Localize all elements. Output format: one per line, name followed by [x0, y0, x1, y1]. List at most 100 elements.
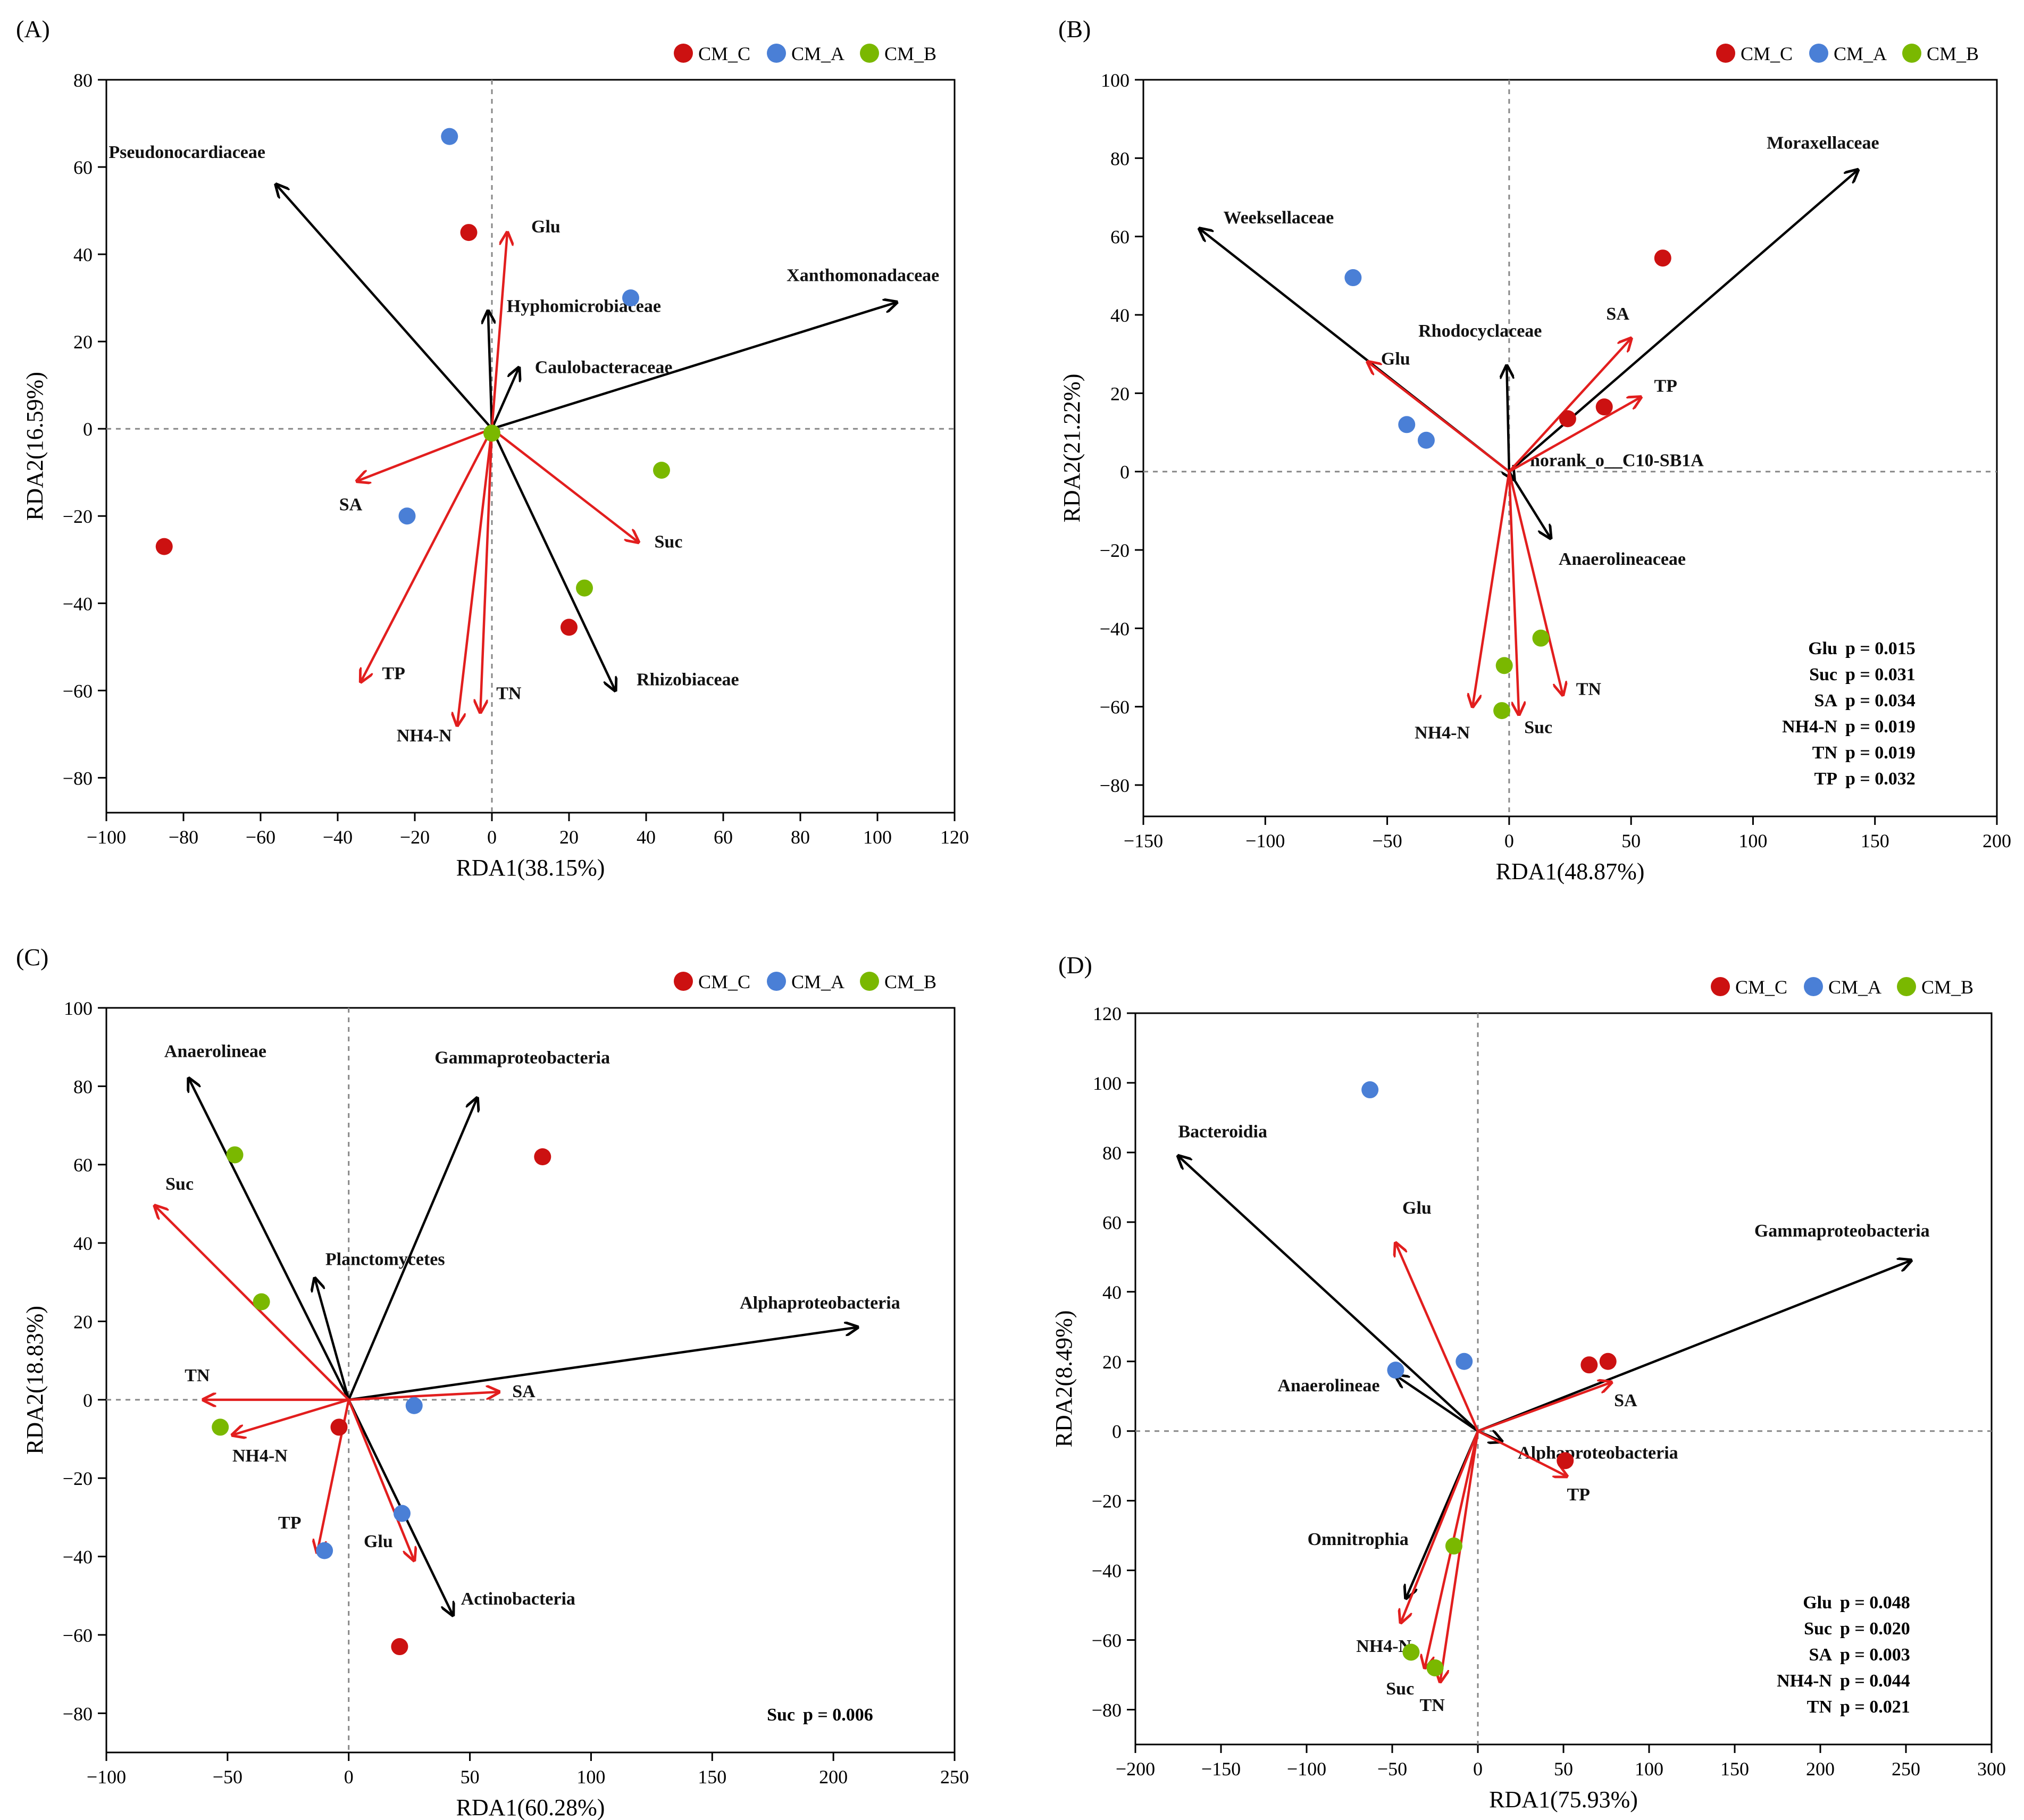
x-axis-title: RDA1(38.15%)	[456, 855, 605, 881]
taxa-arrow	[315, 1278, 350, 1400]
sample-point	[1456, 1353, 1473, 1370]
x-axis-title: RDA1(48.87%)	[1496, 858, 1645, 884]
x-tick-label: 200	[1806, 1758, 1835, 1780]
taxa-arrow-label: Bacteroidia	[1178, 1122, 1267, 1141]
legend-label: CM_A	[791, 43, 844, 64]
x-tick-label: 200	[819, 1766, 848, 1788]
y-tick-label: 100	[64, 998, 93, 1019]
env-arrow	[1401, 1430, 1479, 1623]
env-arrow-label: Glu	[531, 217, 561, 237]
env-arrow-label: TP	[1567, 1485, 1590, 1505]
env-arrow-label: NH4-N	[397, 726, 452, 746]
env-arrow-label: TN	[185, 1366, 210, 1385]
sample-point	[398, 507, 416, 525]
significance-variable: SA	[1814, 691, 1838, 711]
y-tick-label: 0	[83, 419, 93, 440]
taxa-arrow-label: Gammaproteobacteria	[1754, 1221, 1930, 1241]
env-arrow	[1473, 471, 1511, 707]
y-tick-label: −60	[63, 680, 93, 702]
significance-variable: SA	[1809, 1645, 1833, 1665]
x-tick-label: −100	[1287, 1758, 1326, 1780]
env-arrow-label: TN	[1420, 1696, 1445, 1715]
y-tick-label: 40	[1110, 305, 1130, 326]
y-tick-label: 60	[1110, 227, 1130, 248]
x-tick-label: 0	[487, 826, 497, 848]
sample-point	[1361, 1081, 1379, 1099]
y-tick-label: 20	[1110, 383, 1130, 404]
sample-point	[622, 289, 639, 307]
y-axis-title: RDA2(18.83%)	[22, 1306, 48, 1455]
sample-point	[330, 1418, 348, 1436]
legend-marker	[674, 972, 693, 991]
taxa-arrow	[488, 311, 492, 429]
panel-label: (A)	[16, 15, 50, 43]
x-tick-label: −50	[1377, 1758, 1407, 1780]
sample-point	[460, 224, 478, 241]
significance-pvalue: p = 0.032	[1845, 769, 1916, 789]
y-tick-label: −40	[63, 593, 93, 614]
env-arrow	[347, 1399, 414, 1560]
x-tick-label: 60	[714, 826, 733, 848]
env-arrow-label: NH4-N	[232, 1446, 288, 1466]
panel-label: (B)	[1058, 15, 1091, 43]
y-tick-label: 120	[1093, 1003, 1122, 1024]
legend-label: CM_A	[1828, 976, 1881, 998]
env-arrow	[1477, 1430, 1567, 1476]
taxa-arrow	[1507, 366, 1509, 472]
significance-variable: TN	[1812, 743, 1838, 763]
legend-label: CM_B	[884, 971, 936, 992]
sample-point	[393, 1505, 411, 1522]
y-tick-label: −20	[1092, 1491, 1122, 1512]
legend-label: CM_B	[1927, 43, 1979, 64]
legend-label: CM_C	[1741, 43, 1793, 64]
taxa-arrow	[490, 428, 615, 690]
sample-point	[226, 1146, 244, 1164]
x-tick-label: −100	[1245, 830, 1285, 851]
significance-pvalue: p = 0.048	[1840, 1593, 1910, 1613]
env-arrow-label: TP	[382, 664, 405, 683]
taxa-arrow	[348, 1328, 858, 1401]
y-tick-label: −80	[1100, 775, 1130, 796]
y-tick-label: 20	[73, 331, 93, 353]
significance-pvalue: p = 0.003	[1840, 1645, 1910, 1665]
y-tick-label: −40	[1092, 1560, 1122, 1582]
legend-marker	[860, 972, 879, 991]
env-arrow-label: Suc	[165, 1174, 194, 1194]
x-tick-label: 0	[1473, 1758, 1483, 1780]
env-arrow-label: NH4-N	[1415, 723, 1470, 743]
taxa-arrow-label: Alphaproteobacteria	[1518, 1443, 1678, 1463]
y-tick-label: 20	[73, 1311, 93, 1332]
y-tick-label: 0	[1112, 1421, 1122, 1442]
rda-panel: (B) −150 −100 −50 0 50 100 150 200 −80 −60 −40 −20 0 2…	[1058, 15, 2011, 884]
env-arrow	[1440, 1431, 1479, 1682]
sample-point	[1599, 1353, 1617, 1370]
legend-label: CM_C	[1735, 976, 1787, 998]
env-arrow-label: Suc	[655, 532, 683, 552]
legend-marker	[1897, 977, 1916, 996]
significance-variable: Glu	[1803, 1593, 1832, 1613]
env-arrow	[490, 232, 507, 429]
sample-point	[1557, 1452, 1574, 1470]
y-tick-label: 0	[1120, 462, 1130, 483]
x-tick-label: −50	[1372, 830, 1402, 851]
y-tick-label: 40	[73, 1233, 93, 1254]
x-tick-label: 0	[1504, 830, 1514, 851]
y-tick-label: −60	[63, 1625, 93, 1646]
sample-point	[653, 462, 670, 479]
x-tick-label: −80	[169, 826, 198, 848]
taxa-arrow	[1477, 1260, 1911, 1432]
sample-point	[1493, 702, 1511, 720]
y-tick-label: 40	[1102, 1282, 1122, 1303]
sample-point	[1426, 1659, 1444, 1676]
y-axis-title: RDA2(21.22%)	[1059, 374, 1085, 523]
significance-variable: TN	[1807, 1697, 1833, 1717]
x-tick-label: −50	[213, 1766, 242, 1788]
y-tick-label: −20	[63, 506, 93, 527]
legend-label: CM_B	[884, 43, 936, 64]
sample-point	[1595, 398, 1613, 416]
significance-variable: TP	[1814, 769, 1837, 789]
env-arrow	[348, 1392, 499, 1401]
taxa-arrow	[1178, 1156, 1479, 1432]
x-axis-title: RDA1(75.93%)	[1489, 1786, 1638, 1813]
